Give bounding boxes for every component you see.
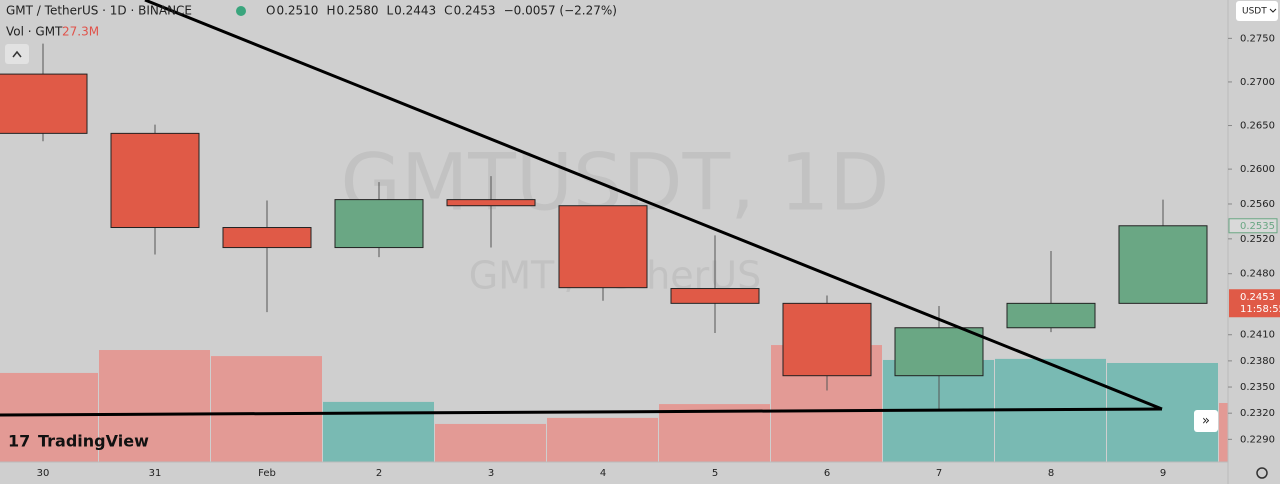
drawings	[0, 0, 1163, 417]
x-tick-label: 30	[37, 468, 50, 479]
last-price-label: 0.2453	[1240, 292, 1275, 303]
prev-close-tag	[1228, 218, 1278, 234]
candle-body	[894, 327, 984, 377]
y-tick-label: 0.2380	[1240, 356, 1275, 367]
change: −0.0057 (−2.27%)	[504, 4, 617, 18]
y-tick-label: 0.2700	[1240, 77, 1275, 88]
collapse-button[interactable]	[5, 44, 29, 64]
volume-bar	[1219, 402, 1228, 462]
x-tick-label: 2	[376, 468, 382, 479]
ohlc-value: 0.2443	[394, 4, 436, 18]
candle-body	[222, 227, 312, 249]
candle-body	[0, 73, 88, 134]
candle-body	[446, 199, 536, 207]
y-tick-label: 0.2520	[1240, 234, 1275, 245]
x-tick-label: 8	[1048, 468, 1054, 479]
ohlc-key: L	[386, 4, 393, 18]
candle-body	[1118, 225, 1208, 304]
ohlc-value: 0.2580	[336, 4, 378, 18]
dropdown-icon	[1269, 8, 1277, 13]
candle-body	[670, 288, 760, 304]
last-price-tag	[1229, 289, 1280, 318]
y-tick-label: 0.2410	[1240, 330, 1275, 341]
collapse-icon	[12, 50, 22, 58]
y-tick-label: 0.2290	[1240, 434, 1275, 445]
volume-layer	[0, 345, 1228, 462]
scroll-button[interactable]	[1194, 410, 1218, 432]
candle-layer	[0, 43, 1208, 411]
candle-body	[558, 205, 648, 289]
logo-mark: 17	[8, 432, 30, 451]
x-tick-label: 31	[149, 468, 162, 479]
x-tick-label: 6	[824, 468, 830, 479]
ohlc-value: 0.2510	[276, 4, 318, 18]
x-tick-label: Feb	[258, 468, 276, 479]
trendline	[0, 407, 1163, 417]
candle-body	[1006, 302, 1096, 329]
candle-body	[334, 199, 424, 249]
price-axis: 0.2750 0.2700 0.2650 0.2600 0.2560 0.2520 0.24…	[1228, 33, 1280, 445]
currency-button[interactable]	[1236, 1, 1278, 21]
volume-title: Vol · GMT	[6, 25, 63, 39]
volume-bar	[211, 356, 322, 462]
y-tick-label: 0.2650	[1240, 121, 1275, 132]
x-tick-label: 9	[1160, 468, 1166, 479]
volume-bar	[0, 372, 98, 462]
scroll-icon: »	[1202, 414, 1210, 429]
volume-value: 27.3M	[62, 25, 99, 39]
prev-close-label: 0.2535	[1240, 221, 1275, 232]
ohlc-value: 0.2453	[454, 4, 496, 18]
volume-bar	[659, 404, 770, 462]
candle-body	[110, 132, 200, 229]
countdown: 11:58:55	[1240, 304, 1280, 315]
y-tick-label: 0.2320	[1240, 408, 1275, 419]
volume-bar	[323, 401, 434, 462]
volume-bar	[99, 350, 210, 462]
x-tick-label: 5	[712, 468, 718, 479]
symbol: GMT / TetherUS · 1D · BINANCE	[6, 4, 192, 18]
volume-bar	[547, 417, 658, 462]
y-tick-label: 0.2350	[1240, 382, 1275, 393]
trendline	[144, 0, 1163, 411]
settings-icon[interactable]	[1256, 467, 1268, 479]
ohlc-legend: O 0.2510 H 0.2580 L 0.2443 C 0.2453 −0.0057 (−2.…	[266, 4, 617, 18]
y-tick-label: 0.2560	[1240, 199, 1275, 210]
x-tick-label: 7	[936, 468, 942, 479]
x-tick-label: 4	[600, 468, 606, 479]
time-axis: 30 31 Feb 2 3 4 5 6 7 8 9	[37, 468, 1167, 479]
currency: USDT	[1242, 7, 1267, 17]
ohlc-key: O	[266, 4, 275, 18]
ohlc-key: C	[444, 4, 452, 18]
volume-bar	[435, 423, 546, 462]
y-tick-label: 0.2750	[1240, 33, 1275, 44]
logo: TradingView	[38, 432, 149, 451]
y-tick-label: 0.2480	[1240, 269, 1275, 280]
candle-body	[782, 302, 872, 377]
y-tick-label: 0.2600	[1240, 164, 1275, 175]
status-dot	[236, 6, 246, 16]
x-tick-label: 3	[488, 468, 494, 479]
ohlc-key: H	[326, 4, 335, 18]
